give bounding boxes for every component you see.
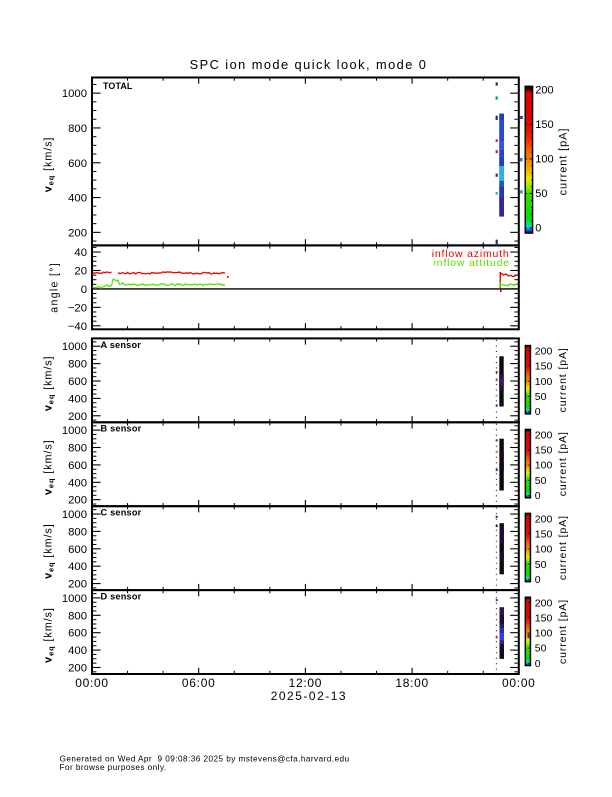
svg-text:100: 100 xyxy=(535,544,553,556)
svg-text:200: 200 xyxy=(535,429,553,441)
svg-text:50: 50 xyxy=(535,391,547,403)
svg-text:2025-02-13: 2025-02-13 xyxy=(271,689,347,703)
svg-text:12:00: 12:00 xyxy=(289,676,323,690)
svg-text:400: 400 xyxy=(68,477,87,489)
svg-text:600: 600 xyxy=(68,628,87,640)
svg-text:B sensor: B sensor xyxy=(101,424,142,434)
svg-text:veq [km/s]: veq [km/s] xyxy=(43,356,56,412)
svg-text:veq [km/s]: veq [km/s] xyxy=(43,607,56,663)
svg-text:For browse purposes only.: For browse purposes only. xyxy=(60,763,167,772)
svg-text:600: 600 xyxy=(68,376,87,388)
svg-text:600: 600 xyxy=(68,158,87,170)
svg-text:400: 400 xyxy=(68,645,87,657)
svg-text:200: 200 xyxy=(68,495,87,507)
svg-text:150: 150 xyxy=(535,445,553,457)
svg-text:40: 40 xyxy=(74,247,87,259)
svg-text:current [pA]: current [pA] xyxy=(557,599,569,664)
svg-text:00:00: 00:00 xyxy=(502,676,536,690)
svg-text:veq [km/s]: veq [km/s] xyxy=(43,439,56,495)
svg-text:A sensor: A sensor xyxy=(101,340,142,350)
svg-text:1000: 1000 xyxy=(62,88,87,100)
svg-text:current [pA]: current [pA] xyxy=(557,515,569,580)
svg-text:D sensor: D sensor xyxy=(101,592,142,602)
svg-text:50: 50 xyxy=(535,643,547,655)
svg-text:inflow azimuth: inflow azimuth xyxy=(432,248,510,260)
svg-text:angle [°]: angle [°] xyxy=(49,262,61,313)
svg-text:00:00: 00:00 xyxy=(75,676,109,690)
svg-text:400: 400 xyxy=(68,393,87,405)
svg-text:50: 50 xyxy=(535,475,547,487)
svg-text:200: 200 xyxy=(535,346,553,358)
svg-text:200: 200 xyxy=(68,411,87,423)
svg-text:200: 200 xyxy=(535,85,553,97)
svg-text:100: 100 xyxy=(535,154,553,166)
svg-text:20: 20 xyxy=(74,265,87,277)
svg-text:200: 200 xyxy=(535,597,553,609)
svg-text:1000: 1000 xyxy=(62,509,87,521)
svg-text:06:00: 06:00 xyxy=(182,676,216,690)
svg-text:0: 0 xyxy=(535,406,541,418)
svg-text:−20: −20 xyxy=(68,302,87,314)
svg-text:18:00: 18:00 xyxy=(395,676,429,690)
svg-text:150: 150 xyxy=(535,361,553,373)
svg-text:100: 100 xyxy=(535,376,553,388)
svg-text:0: 0 xyxy=(535,490,541,502)
svg-text:800: 800 xyxy=(68,526,87,538)
svg-text:200: 200 xyxy=(68,227,87,239)
svg-text:800: 800 xyxy=(68,359,87,371)
svg-text:1000: 1000 xyxy=(62,425,87,437)
svg-text:50: 50 xyxy=(535,188,547,200)
svg-text:C sensor: C sensor xyxy=(101,508,142,518)
svg-text:SPC ion mode quick look, mode: SPC ion mode quick look, mode 0 xyxy=(190,57,428,72)
svg-text:current [pA]: current [pA] xyxy=(557,431,569,496)
svg-text:150: 150 xyxy=(535,119,553,131)
svg-text:100: 100 xyxy=(535,460,553,472)
svg-text:200: 200 xyxy=(535,513,553,525)
svg-text:0: 0 xyxy=(535,658,541,670)
svg-text:150: 150 xyxy=(535,529,553,541)
svg-text:150: 150 xyxy=(535,612,553,624)
svg-text:TOTAL: TOTAL xyxy=(103,81,133,91)
svg-text:inflow attitude: inflow attitude xyxy=(434,257,510,269)
svg-text:1000: 1000 xyxy=(62,341,87,353)
svg-text:current [pA]: current [pA] xyxy=(557,128,569,196)
svg-text:800: 800 xyxy=(68,443,87,455)
svg-text:veq [km/s]: veq [km/s] xyxy=(43,137,56,193)
svg-text:400: 400 xyxy=(68,561,87,573)
svg-text:600: 600 xyxy=(68,544,87,556)
svg-text:800: 800 xyxy=(68,610,87,622)
svg-text:50: 50 xyxy=(535,559,547,571)
svg-text:100: 100 xyxy=(535,628,553,640)
svg-text:−40: −40 xyxy=(68,321,87,333)
svg-text:200: 200 xyxy=(68,579,87,591)
svg-text:0: 0 xyxy=(535,574,541,586)
svg-text:600: 600 xyxy=(68,460,87,472)
svg-text:200: 200 xyxy=(68,662,87,674)
svg-text:0: 0 xyxy=(81,284,87,296)
svg-text:current [pA]: current [pA] xyxy=(557,347,569,412)
svg-text:1000: 1000 xyxy=(62,593,87,605)
svg-text:400: 400 xyxy=(68,193,87,205)
svg-text:0: 0 xyxy=(535,223,541,235)
svg-text:800: 800 xyxy=(68,123,87,135)
svg-text:Generated on Wed Apr 9 09:08:: Generated on Wed Apr 9 09:08:36 2025 by … xyxy=(60,755,350,764)
svg-text:veq [km/s]: veq [km/s] xyxy=(43,523,56,579)
